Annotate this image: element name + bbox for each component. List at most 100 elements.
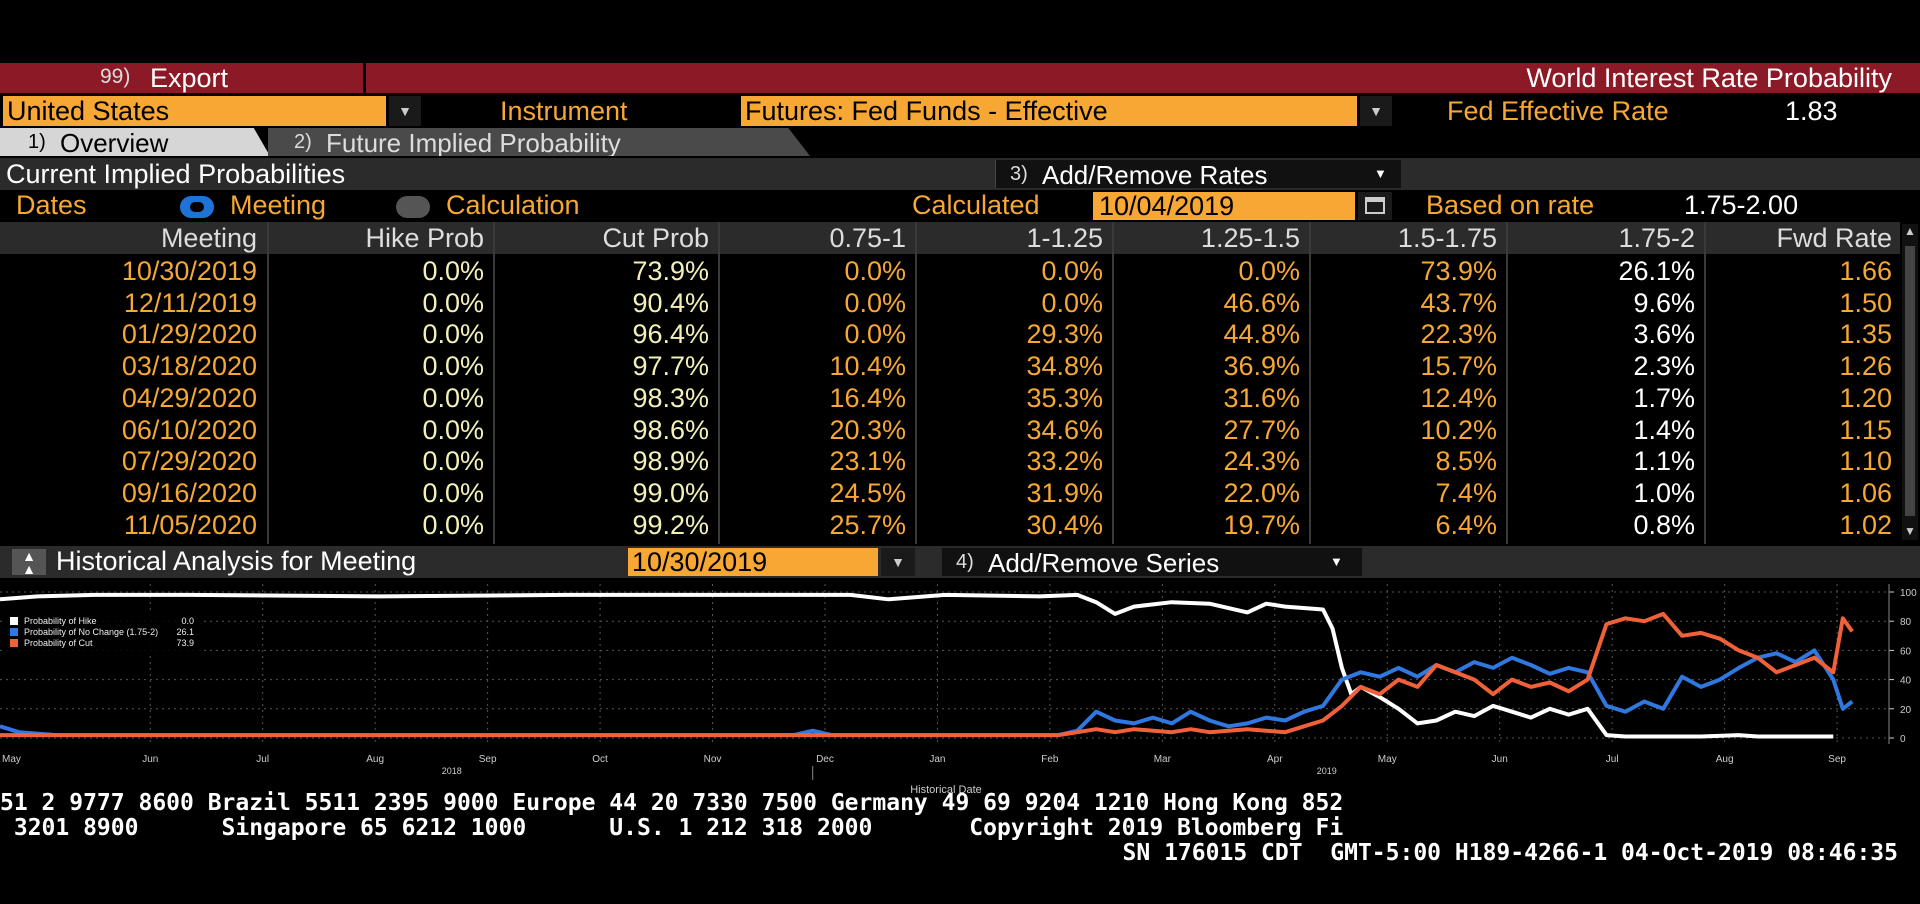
table-row[interactable]: 07/29/2020 0.0% 98.9% 23.1% 33.2% 24.3% 8.5% 1.… (0, 446, 1900, 477)
historical-meeting-field[interactable]: 10/30/2019 (628, 548, 878, 576)
y-tick-label: 100 (1900, 588, 1917, 599)
x-tick-label: Dec (816, 754, 834, 765)
add-rates-num: 3) (1010, 163, 1028, 185)
table-cell: 98.3% (632, 382, 709, 413)
scroll-up-icon[interactable]: ▲ (1904, 224, 1916, 238)
column-divider (1506, 222, 1508, 544)
table-cell: 1.02 (1839, 509, 1892, 540)
table-cell: 0.0% (422, 446, 484, 477)
table-cell: 34.6% (1026, 414, 1103, 445)
meeting-radio-label: Meeting (230, 190, 327, 220)
table-header-cell[interactable]: Meeting (0, 222, 265, 254)
table-header-cell[interactable]: 1.25-1.5 (1113, 222, 1308, 254)
table-cell: 1.26 (1839, 351, 1892, 382)
scroll-thumb[interactable] (1905, 246, 1915, 516)
table-header-cell[interactable]: 1-1.25 (916, 222, 1111, 254)
y-tick-label: 60 (1900, 646, 1912, 657)
calculation-radio[interactable] (396, 196, 430, 218)
country-dropdown-button[interactable]: ▼ (389, 96, 421, 126)
table-cell: 22.3% (1420, 319, 1497, 350)
tab-overview-label: Overview (60, 128, 169, 158)
x-tick-label: Aug (1716, 754, 1734, 765)
table-header-cell[interactable]: Cut Prob (494, 222, 717, 254)
table-cell: 26.1% (1618, 256, 1695, 286)
table-cell: 96.4% (632, 319, 709, 350)
table-cell: 29.3% (1026, 319, 1103, 350)
chevron-down-icon: ▼ (891, 554, 905, 570)
legend-value: 26.1 (176, 627, 194, 637)
calculated-date-value: 10/04/2019 (1099, 191, 1235, 221)
chevron-down-icon: ▼ (1374, 166, 1387, 181)
table-cell: 73.9% (632, 256, 709, 286)
calculated-date-field[interactable]: 10/04/2019 (1093, 192, 1355, 220)
table-cell: 33.2% (1026, 446, 1103, 477)
table-cell: 1.10 (1839, 446, 1892, 477)
table-header-row: Meeting Hike Prob Cut Prob 0.75-1 1-1.25 1.25… (0, 222, 1900, 254)
table-header-cell[interactable]: 0.75-1 (719, 222, 914, 254)
table-cell: 1.20 (1839, 382, 1892, 413)
calculated-label: Calculated (912, 190, 1040, 220)
table-header-cell[interactable]: 1.5-1.75 (1310, 222, 1505, 254)
column-divider (493, 222, 495, 544)
table-cell: 0.0% (422, 351, 484, 382)
calendar-button[interactable] (1358, 192, 1392, 220)
table-row[interactable]: 11/05/2020 0.0% 99.2% 25.7% 30.4% 19.7% 6.4% 0.… (0, 510, 1900, 541)
add-remove-series-button[interactable]: 4) Add/Remove Series ▼ (942, 548, 1362, 578)
table-cell: 10.4% (829, 351, 906, 382)
table-row[interactable]: 09/16/2020 0.0% 99.0% 24.5% 31.9% 22.0% 7.4% 1.… (0, 478, 1900, 509)
x-tick-label: Apr (1267, 754, 1283, 765)
table-cell: 36.9% (1223, 351, 1300, 382)
add-remove-rates-button[interactable]: 3) Add/Remove Rates ▼ (995, 160, 1401, 190)
chevron-down-icon: ▼ (398, 103, 412, 119)
country-field[interactable]: United States (3, 96, 386, 126)
add-series-num: 4) (956, 551, 974, 573)
table-cell: 31.9% (1026, 477, 1103, 508)
table-cell: 1.7% (1633, 382, 1695, 413)
meeting-radio[interactable] (180, 196, 214, 218)
table-row[interactable]: 10/30/2019 0.0% 73.9% 0.0% 0.0% 0.0% 73.9% 26.1… (0, 256, 1900, 287)
table-row[interactable]: 01/29/2020 0.0% 96.4% 0.0% 29.3% 44.8% 22.3% 3.… (0, 319, 1900, 350)
calendar-icon (1365, 197, 1385, 214)
section-header (0, 158, 1920, 190)
instrument-field[interactable]: Futures: Fed Funds - Effective (741, 96, 1357, 126)
tab-future-num: 2) (294, 131, 312, 153)
table-cell: 12.4% (1420, 382, 1497, 413)
table-header-cell[interactable]: Fwd Rate (1705, 222, 1900, 254)
collapse-button[interactable]: ▲ ▲ (12, 549, 46, 576)
meeting-date-cell: 01/29/2020 (121, 319, 257, 350)
table-cell: 1.50 (1839, 287, 1892, 318)
footer-line-1: 51 2 9777 8600 Brazil 5511 2395 9000 Eur… (0, 790, 1344, 816)
historical-meeting-dropdown[interactable]: ▼ (881, 548, 915, 576)
meeting-date-cell: 10/30/2019 (121, 256, 257, 286)
export-button[interactable]: 99) Export (0, 63, 366, 93)
table-header-cell[interactable]: 1.75-2 (1507, 222, 1703, 254)
tab-future-implied[interactable]: 2) Future Implied Probability (268, 128, 810, 156)
year-label: 2019 (1317, 766, 1337, 776)
table-cell: 3.6% (1633, 319, 1695, 350)
tab-overview-num: 1) (28, 131, 46, 153)
table-cell: 46.6% (1223, 287, 1300, 318)
table-cell: 0.0% (844, 287, 906, 318)
table-cell: 43.7% (1420, 287, 1497, 318)
table-row[interactable]: 12/11/2019 0.0% 90.4% 0.0% 0.0% 46.6% 43.7% 9.6… (0, 288, 1900, 319)
instrument-dropdown-button[interactable]: ▼ (1360, 96, 1392, 126)
table-cell: 8.5% (1435, 446, 1497, 477)
table-row[interactable]: 04/29/2020 0.0% 98.3% 16.4% 35.3% 31.6% 12.4% 1… (0, 383, 1900, 414)
legend-box (4, 614, 200, 652)
legend-label: Probability of Hike (24, 616, 97, 626)
table-row[interactable]: 03/18/2020 0.0% 97.7% 10.4% 34.8% 36.9% 15.7% 2… (0, 351, 1900, 382)
table-row[interactable]: 06/10/2020 0.0% 98.6% 20.3% 34.6% 27.7% 10.2% 1… (0, 415, 1900, 446)
table-cell: 1.15 (1839, 414, 1892, 445)
table-cell: 0.0% (844, 256, 906, 286)
table-scrollbar[interactable]: ▲ ▼ (1902, 224, 1918, 540)
add-rates-label: Add/Remove Rates (1042, 160, 1268, 190)
fed-rate-label: Fed Effective Rate (1447, 96, 1669, 126)
tab-overview[interactable]: 1) Overview (0, 128, 270, 156)
based-on-rate-label: Based on rate (1426, 190, 1595, 220)
y-tick-label: 80 (1900, 617, 1912, 628)
y-tick-label: 40 (1900, 676, 1912, 687)
table-header-cell[interactable]: Hike Prob (268, 222, 492, 254)
table-cell: 1.0% (1633, 477, 1695, 508)
scroll-down-icon[interactable]: ▼ (1904, 524, 1916, 538)
x-tick-label: Jul (256, 754, 269, 765)
